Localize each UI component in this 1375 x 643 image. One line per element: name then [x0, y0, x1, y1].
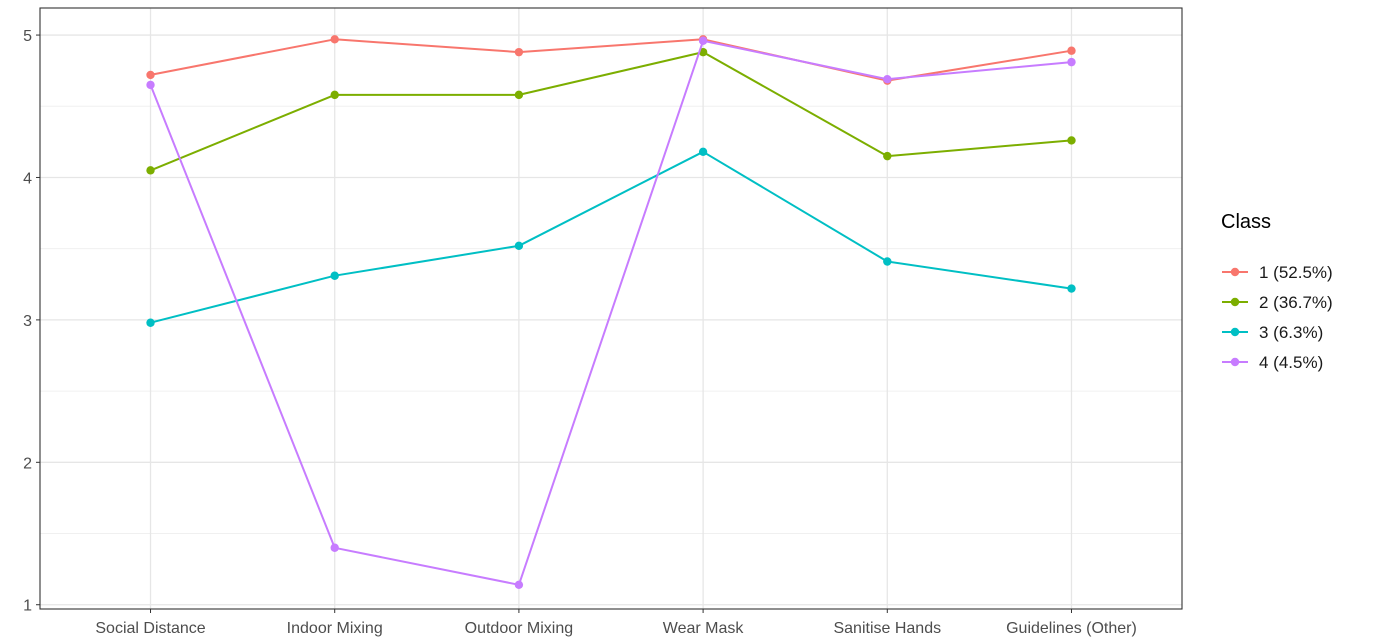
- series-4: [146, 36, 1076, 589]
- major-gridlines: [40, 8, 1182, 609]
- series-layer: [146, 35, 1076, 589]
- data-point: [883, 151, 892, 161]
- data-point: [1067, 284, 1076, 293]
- legend-item: 2 (36.7%): [1222, 293, 1333, 312]
- data-point: [883, 75, 892, 84]
- series-line: [149, 39, 1072, 586]
- series-line: [150, 51, 1072, 172]
- minor-gridlines: [40, 105, 1182, 535]
- x-axis-tick-labels: Social Distance Indoor Mixing Outdoor Mixi…: [95, 620, 1136, 637]
- x-tick-label: Wear Mask: [663, 620, 745, 637]
- data-point: [146, 70, 155, 80]
- x-tick-label: Outdoor Mixing: [465, 620, 574, 637]
- legend-label: 2 (36.7%): [1259, 293, 1333, 312]
- legend-key-point: [1230, 297, 1240, 307]
- y-tick-label: 5: [23, 28, 32, 45]
- series-2: [146, 47, 1076, 175]
- legend-key-point: [1230, 357, 1240, 367]
- data-point: [698, 36, 708, 45]
- series-3: [146, 147, 1076, 327]
- y-tick-label: 4: [23, 170, 32, 187]
- data-point: [514, 241, 524, 251]
- legend-label: 3 (6.3%): [1259, 323, 1323, 342]
- data-point: [698, 147, 708, 157]
- data-point: [1067, 136, 1076, 145]
- data-point: [146, 318, 155, 327]
- x-tick-label: Guidelines (Other): [1006, 620, 1137, 637]
- data-point: [514, 47, 524, 57]
- legend-item: 1 (52.5%): [1222, 263, 1333, 282]
- data-point: [1067, 57, 1076, 67]
- legend-label: 4 (4.5%): [1259, 353, 1323, 372]
- data-point: [514, 90, 524, 100]
- legend-key-point: [1230, 327, 1240, 337]
- legend-label: 1 (52.5%): [1259, 263, 1333, 282]
- data-point: [330, 90, 339, 100]
- axis-ticks: [36, 34, 1072, 613]
- panel-border: [39, 7, 1183, 610]
- legend: Class 1 (52.5%) 2 (36.7%) 3 (6.3%) 4 (4.5%): [1221, 211, 1333, 372]
- data-point: [146, 166, 155, 175]
- x-tick-label: Indoor Mixing: [287, 620, 383, 637]
- data-point: [330, 35, 339, 44]
- legend-item: 3 (6.3%): [1222, 323, 1323, 342]
- y-tick-label: 3: [23, 313, 32, 330]
- legend-key-point: [1230, 267, 1240, 277]
- y-axis-tick-labels: 1 2 3 4 5: [23, 28, 32, 615]
- data-point: [330, 271, 339, 280]
- legend-item: 4 (4.5%): [1222, 353, 1323, 372]
- data-point: [330, 543, 339, 552]
- series-line: [150, 150, 1072, 324]
- x-tick-label: Sanitise Hands: [833, 620, 941, 637]
- data-point: [883, 257, 892, 266]
- x-tick-label: Social Distance: [95, 620, 205, 637]
- data-point: [514, 580, 524, 589]
- data-point: [1067, 46, 1076, 55]
- y-tick-label: 1: [23, 598, 32, 615]
- y-tick-label: 2: [23, 455, 32, 472]
- data-point: [146, 80, 155, 90]
- panel-background: [40, 8, 1182, 609]
- legend-title: Class: [1221, 211, 1271, 233]
